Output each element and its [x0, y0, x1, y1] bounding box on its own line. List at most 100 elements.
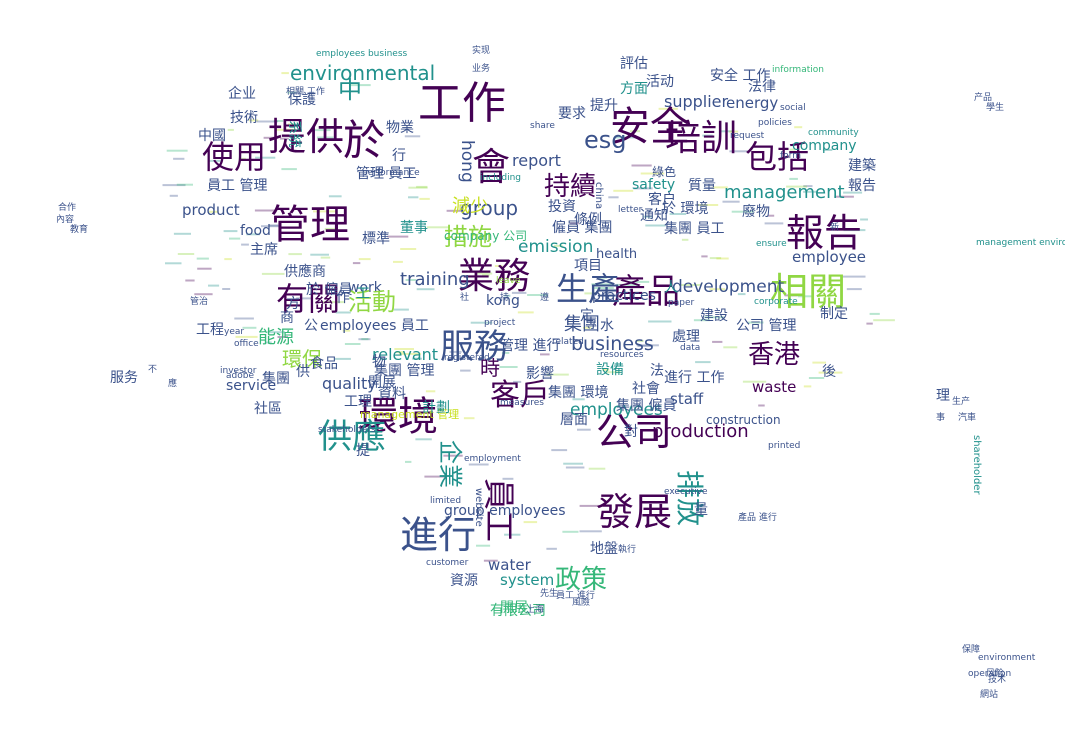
cloud-word: 執行	[618, 543, 636, 555]
tiny-word-speckle	[255, 156, 276, 159]
cloud-word: employment	[464, 454, 521, 464]
tiny-word-speckle	[504, 294, 511, 297]
cloud-word: 实现	[472, 44, 490, 56]
tiny-word-speckle	[748, 321, 764, 324]
tiny-word-speckle	[358, 338, 371, 341]
tiny-word-speckle	[424, 475, 447, 478]
tiny-word-speckle	[729, 150, 750, 153]
cloud-word: 生产	[952, 395, 970, 407]
cloud-word: 产品	[974, 91, 992, 103]
cloud-word: 投資	[548, 199, 576, 215]
cloud-word: waste	[752, 378, 796, 396]
tiny-word-speckle	[629, 280, 650, 283]
cloud-word: policies	[758, 118, 792, 128]
tiny-word-speckle	[546, 547, 557, 550]
cloud-word: 能源	[258, 327, 294, 348]
cloud-word: 條例	[574, 212, 602, 228]
cloud-word: resources	[600, 350, 644, 360]
cloud-word: 工程	[196, 322, 224, 338]
cloud-word: registered	[444, 353, 490, 363]
tiny-word-speckle	[679, 284, 701, 286]
tiny-word-speckle	[669, 213, 687, 215]
tiny-word-speckle	[317, 136, 334, 139]
tiny-word-speckle	[169, 194, 178, 197]
cloud-word: management	[724, 182, 845, 203]
tiny-word-speckle	[482, 274, 490, 277]
tiny-word-speckle	[249, 119, 259, 122]
cloud-word: 對	[624, 424, 638, 440]
tiny-word-speckle	[591, 283, 613, 286]
tiny-word-speckle	[501, 351, 510, 354]
cloud-word: investor	[220, 366, 257, 376]
tiny-word-speckle	[615, 136, 638, 139]
tiny-word-speckle	[834, 195, 854, 198]
cloud-word: 教育	[70, 223, 88, 235]
cloud-word: management 管理	[360, 407, 459, 421]
cloud-word: 物業	[386, 120, 414, 136]
tiny-word-speckle	[394, 348, 414, 350]
cloud-word: 上海	[526, 603, 544, 615]
tiny-word-speckle	[784, 294, 798, 297]
tiny-word-speckle	[737, 293, 746, 296]
cloud-word: 排放	[673, 470, 706, 526]
tiny-word-speckle	[344, 343, 361, 345]
cloud-word: 风险	[986, 667, 1004, 679]
cloud-word: 減少	[452, 196, 488, 217]
tiny-word-speckle	[572, 398, 585, 401]
tiny-word-speckle	[808, 377, 825, 379]
tiny-word-speckle	[279, 137, 289, 140]
cloud-word: 業務	[458, 256, 530, 297]
cloud-word: business	[571, 333, 654, 355]
tiny-word-speckle	[241, 243, 249, 246]
cloud-word: 僱員 集團	[552, 219, 612, 236]
tiny-word-speckle	[563, 462, 583, 465]
cloud-word: corporate	[754, 297, 798, 307]
tiny-word-speckle	[789, 177, 798, 180]
tiny-word-speckle	[387, 235, 409, 238]
cloud-word: 質量	[688, 178, 716, 194]
cloud-word: 供應	[318, 417, 386, 457]
cloud-word: employee	[792, 248, 866, 266]
cloud-word: 層面	[560, 412, 588, 428]
tiny-word-speckle	[311, 129, 331, 132]
cloud-word: performance	[362, 168, 420, 178]
cloud-word: 先生	[540, 587, 558, 599]
cloud-word: health	[596, 247, 637, 262]
cloud-word: company	[792, 138, 857, 154]
cloud-word: 會	[472, 145, 510, 189]
cloud-word: 理	[936, 388, 950, 404]
tiny-word-speckle	[235, 335, 258, 338]
tiny-word-speckle	[322, 301, 345, 304]
tiny-word-speckle	[476, 272, 493, 275]
cloud-word: community	[808, 128, 859, 138]
tiny-word-speckle	[227, 128, 234, 131]
tiny-word-speckle	[419, 197, 430, 200]
tiny-word-speckle	[460, 369, 471, 372]
cloud-word: data	[680, 343, 700, 353]
tiny-word-speckle	[281, 168, 297, 171]
cloud-word: 於 僱員	[306, 282, 352, 298]
tiny-word-speckle	[822, 149, 833, 151]
tiny-word-speckle	[166, 149, 188, 152]
cloud-word: 建設	[700, 308, 728, 324]
cloud-word: 進行	[400, 513, 476, 557]
cloud-word: 安全 工作	[710, 67, 770, 84]
tiny-word-speckle	[553, 244, 563, 247]
cloud-word: training	[400, 269, 470, 290]
cloud-word: 集團 員工	[664, 220, 724, 237]
cloud-word: year	[224, 327, 244, 337]
tiny-word-speckle	[579, 530, 602, 533]
tiny-word-speckle	[860, 218, 868, 221]
cloud-word: 工作	[418, 78, 506, 129]
cloud-word: 公司	[596, 410, 672, 454]
tiny-word-speckle	[504, 533, 521, 536]
cloud-word: employees business	[316, 49, 408, 59]
cloud-word: 供	[296, 364, 310, 380]
cloud-word: 產品	[612, 272, 680, 312]
cloud-word: share	[530, 121, 555, 131]
cloud-word: practices	[592, 288, 656, 304]
tiny-word-speckle	[277, 336, 288, 338]
tiny-word-speckle	[540, 353, 550, 356]
cloud-word: 持	[500, 291, 509, 303]
cloud-word: request	[730, 131, 765, 141]
